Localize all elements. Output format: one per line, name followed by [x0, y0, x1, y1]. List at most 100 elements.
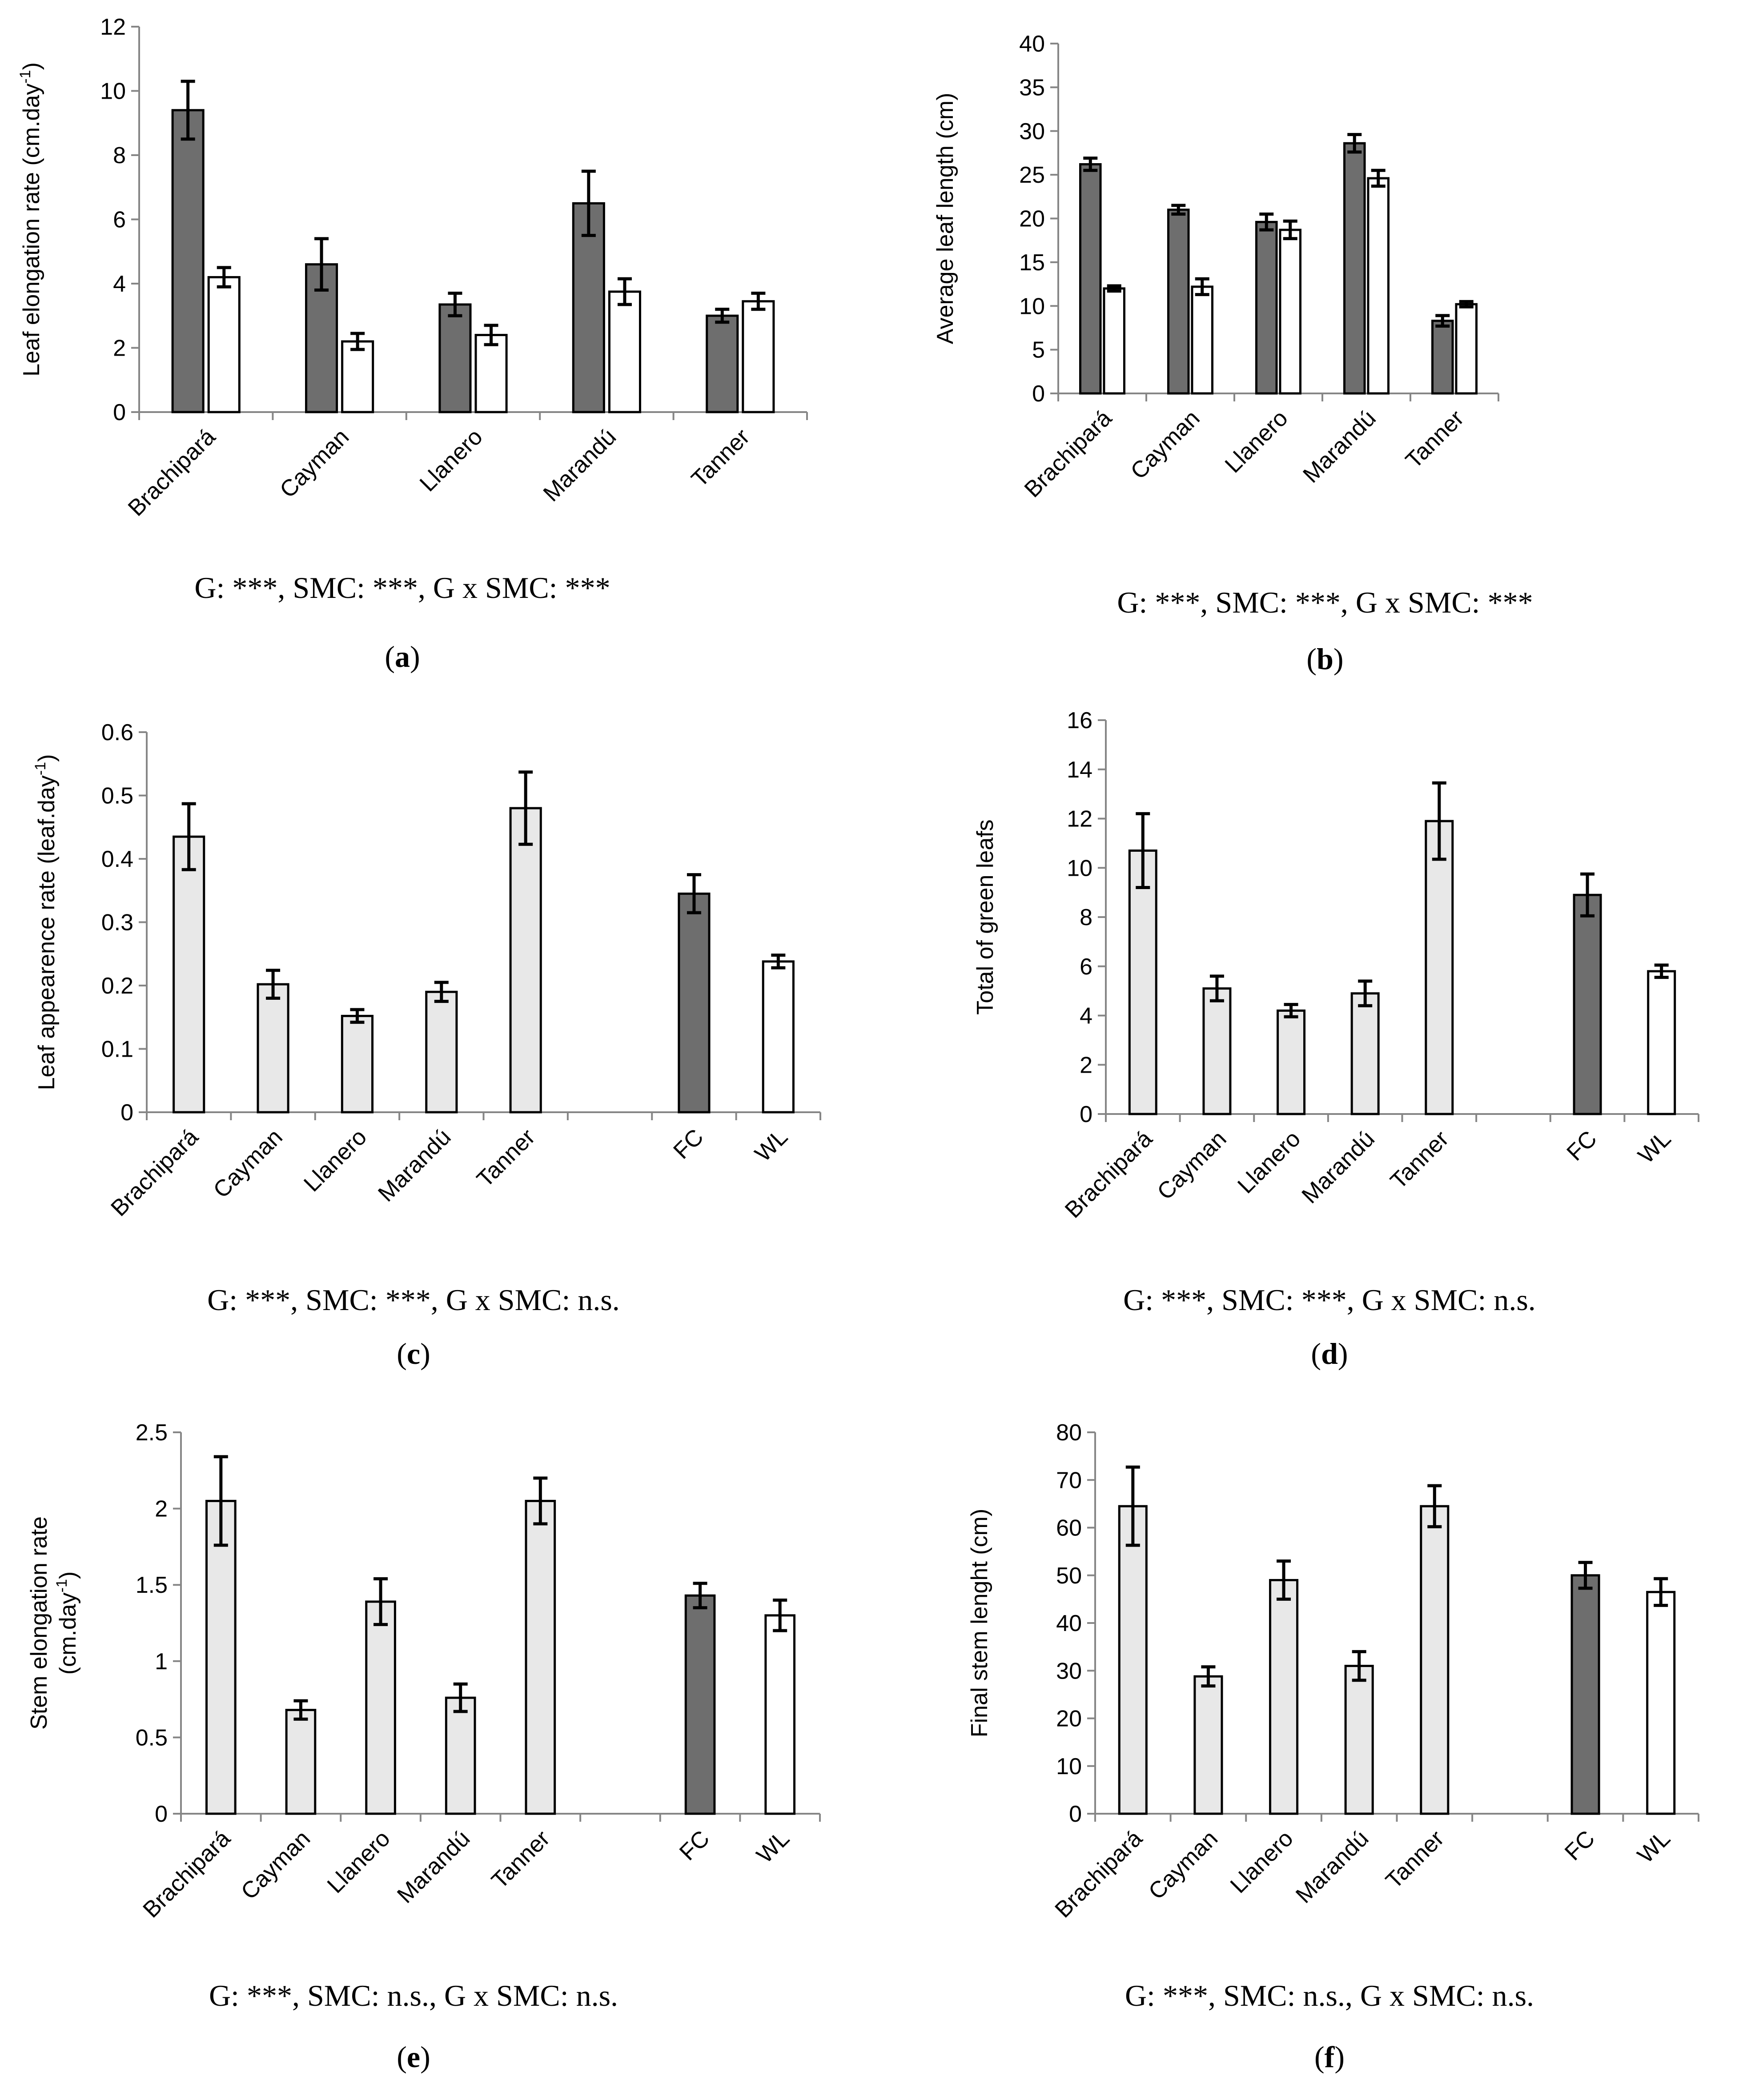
chart-panel-a: 0 2 4 6 8 10 12 Brachipará Cayman Llanero Marandú T… — [17, 14, 807, 673]
panel-label-letter: f — [1325, 2040, 1335, 2074]
panel-label-letter: a — [395, 640, 410, 673]
x-category-label: Tanner — [472, 1124, 540, 1192]
bar — [1270, 1580, 1297, 1814]
bar-wl — [476, 335, 506, 412]
y-tick-label: 0.6 — [101, 720, 133, 745]
x-category-label: FC — [1562, 1126, 1602, 1166]
panel-label-letter: e — [407, 2040, 420, 2074]
x-category-label: FC — [669, 1124, 709, 1164]
bar-fc — [173, 110, 203, 412]
x-category-label: Brachipará — [106, 1124, 203, 1222]
x-category-label: Cayman — [1126, 405, 1205, 485]
significance-caption: G: ***, SMC: ***, G x SMC: n.s. — [1123, 1283, 1536, 1317]
y-tick-label: 2.5 — [136, 1420, 168, 1446]
panel-label: (c) — [397, 1337, 430, 1371]
y-tick-label: 40 — [1019, 31, 1045, 57]
y-axis-title-part: Leaf elongation rate (cm.day — [19, 84, 44, 377]
panel-label-paren: ( — [1306, 642, 1317, 676]
y-axis-title-sup: -1 — [32, 762, 49, 775]
bar — [1647, 1592, 1675, 1814]
x-category-label: Marandú — [538, 424, 621, 507]
y-axis-title-part: Average leaf length (cm) — [932, 93, 958, 345]
y-tick-label: 30 — [1019, 119, 1045, 144]
bar — [1278, 1010, 1305, 1114]
x-category-label: Tanner — [486, 1826, 554, 1894]
panel-label-letter: b — [1317, 642, 1333, 676]
y-tick-label: 0.2 — [101, 973, 133, 999]
y-tick-label: 20 — [1056, 1706, 1082, 1732]
y-axis-title-line2: (cm.day-1) — [53, 1571, 81, 1675]
y-tick-label: 0 — [155, 1801, 168, 1827]
bar-wl — [1104, 289, 1125, 393]
bar-fc — [1345, 143, 1365, 393]
panel-label-paren: ) — [410, 640, 420, 673]
bar — [766, 1615, 795, 1814]
significance-caption: G: ***, SMC: ***, G x SMC: n.s. — [207, 1283, 620, 1317]
bar — [1345, 1666, 1373, 1814]
x-category-label: Llanero — [415, 424, 488, 497]
bar-fc — [440, 305, 470, 412]
y-axis-title: Total of green leafs — [972, 819, 998, 1014]
y-tick-label: 2 — [155, 1496, 168, 1522]
y-tick-label: 30 — [1056, 1658, 1082, 1684]
y-axis-title: Average leaf length (cm) — [932, 93, 958, 345]
bar — [426, 992, 457, 1112]
y-axis-title-part: Leaf appearence rate (leaf.day — [34, 775, 60, 1090]
bar — [686, 1595, 715, 1814]
y-tick-label: 4 — [113, 271, 126, 297]
chart-panel-e: 0 0.5 1 1.5 2 2.5 Brachipará Cayman LlaneroMaran… — [26, 1420, 820, 2074]
y-tick-label: 50 — [1056, 1563, 1082, 1589]
x-category-label: WL — [1633, 1826, 1675, 1868]
bar — [446, 1698, 475, 1814]
bar — [206, 1501, 235, 1814]
y-axis-title-tail: ) — [55, 1571, 81, 1579]
significance-caption: G: ***, SMC: n.s., G x SMC: n.s. — [209, 1979, 618, 2012]
bar-wl — [743, 301, 774, 412]
panel-label-letter: c — [407, 1337, 420, 1371]
bar — [510, 808, 541, 1112]
y-axis-title-sup: -1 — [17, 70, 34, 84]
y-tick-label: 35 — [1019, 75, 1045, 100]
y-tick-label: 20 — [1019, 206, 1045, 232]
bar-fc — [707, 316, 738, 412]
panel-label-paren: ) — [1333, 642, 1344, 676]
y-tick-label: 2 — [113, 336, 126, 361]
bar — [1421, 1506, 1448, 1814]
x-category-label: Marandú — [392, 1826, 475, 1908]
bar-wl — [1456, 304, 1477, 393]
y-tick-label: 0 — [113, 400, 126, 425]
panel-label-paren: ) — [420, 1337, 430, 1371]
x-category-label: Tanner — [1386, 1126, 1454, 1194]
y-axis-title: Leaf appearence rate (leaf.day-1) — [32, 754, 60, 1090]
x-category-label: Marandú — [373, 1124, 456, 1207]
y-tick-label: 0.4 — [101, 846, 133, 872]
y-tick-label: 4 — [1080, 1003, 1092, 1029]
bar — [174, 837, 204, 1112]
y-tick-label: 10 — [100, 79, 126, 104]
x-category-label: Marandú — [1291, 1826, 1374, 1908]
y-axis-title-tail: ) — [19, 62, 44, 70]
bar-fc — [1080, 164, 1101, 393]
panel-label-letter: d — [1321, 1337, 1338, 1371]
bar — [1572, 1575, 1599, 1814]
y-tick-label: 10 — [1056, 1754, 1082, 1779]
panel-label: (d) — [1311, 1337, 1348, 1371]
y-tick-label: 10 — [1067, 855, 1092, 881]
y-tick-label: 0 — [1032, 381, 1045, 407]
x-category-label: Llanero — [1225, 1826, 1298, 1899]
bar — [366, 1602, 395, 1814]
y-axis-title: Final stem lenght (cm) — [967, 1509, 992, 1737]
panel-label-paren: ( — [1314, 2040, 1325, 2074]
bar — [258, 984, 288, 1112]
bar — [1426, 821, 1453, 1114]
y-tick-label: 1.5 — [136, 1572, 168, 1598]
bar-fc — [1433, 321, 1453, 393]
y-tick-label: 1 — [155, 1649, 168, 1675]
bar-wl — [342, 341, 373, 412]
panel-label-paren: ) — [1334, 2040, 1345, 2074]
x-category-label: Llanero — [1220, 405, 1293, 478]
y-tick-label: 5 — [1032, 337, 1045, 363]
x-category-label: FC — [675, 1826, 715, 1866]
y-tick-label: 25 — [1019, 162, 1045, 188]
